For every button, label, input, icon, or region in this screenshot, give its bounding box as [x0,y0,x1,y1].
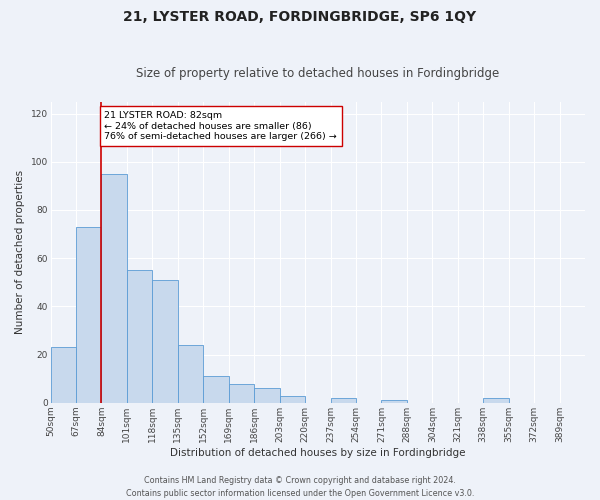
Bar [101,174,127,403]
Bar [254,388,280,403]
Bar [331,398,356,403]
Bar [127,270,152,403]
Bar [483,398,509,403]
Text: 21, LYSTER ROAD, FORDINGBRIDGE, SP6 1QY: 21, LYSTER ROAD, FORDINGBRIDGE, SP6 1QY [124,10,476,24]
Bar [203,376,229,403]
Bar [382,400,407,403]
Bar [50,348,76,403]
Bar [280,396,305,403]
Text: 21 LYSTER ROAD: 82sqm
← 24% of detached houses are smaller (86)
76% of semi-deta: 21 LYSTER ROAD: 82sqm ← 24% of detached … [104,111,337,141]
Bar [152,280,178,403]
X-axis label: Distribution of detached houses by size in Fordingbridge: Distribution of detached houses by size … [170,448,466,458]
Title: Size of property relative to detached houses in Fordingbridge: Size of property relative to detached ho… [136,66,499,80]
Bar [76,227,101,403]
Bar [229,384,254,403]
Bar [178,345,203,403]
Text: Contains HM Land Registry data © Crown copyright and database right 2024.
Contai: Contains HM Land Registry data © Crown c… [126,476,474,498]
Y-axis label: Number of detached properties: Number of detached properties [15,170,25,334]
